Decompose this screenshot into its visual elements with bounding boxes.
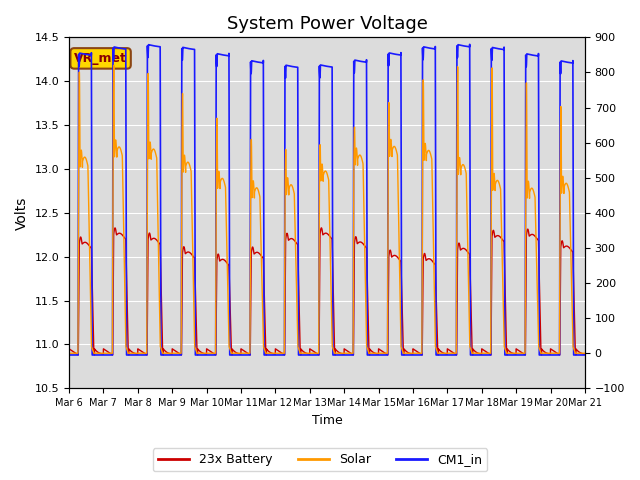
X-axis label: Time: Time [312,414,342,427]
Y-axis label: Volts: Volts [15,196,29,229]
Text: VR_met: VR_met [74,52,127,65]
Legend: 23x Battery, Solar, CM1_in: 23x Battery, Solar, CM1_in [153,448,487,471]
Title: System Power Voltage: System Power Voltage [227,15,428,33]
